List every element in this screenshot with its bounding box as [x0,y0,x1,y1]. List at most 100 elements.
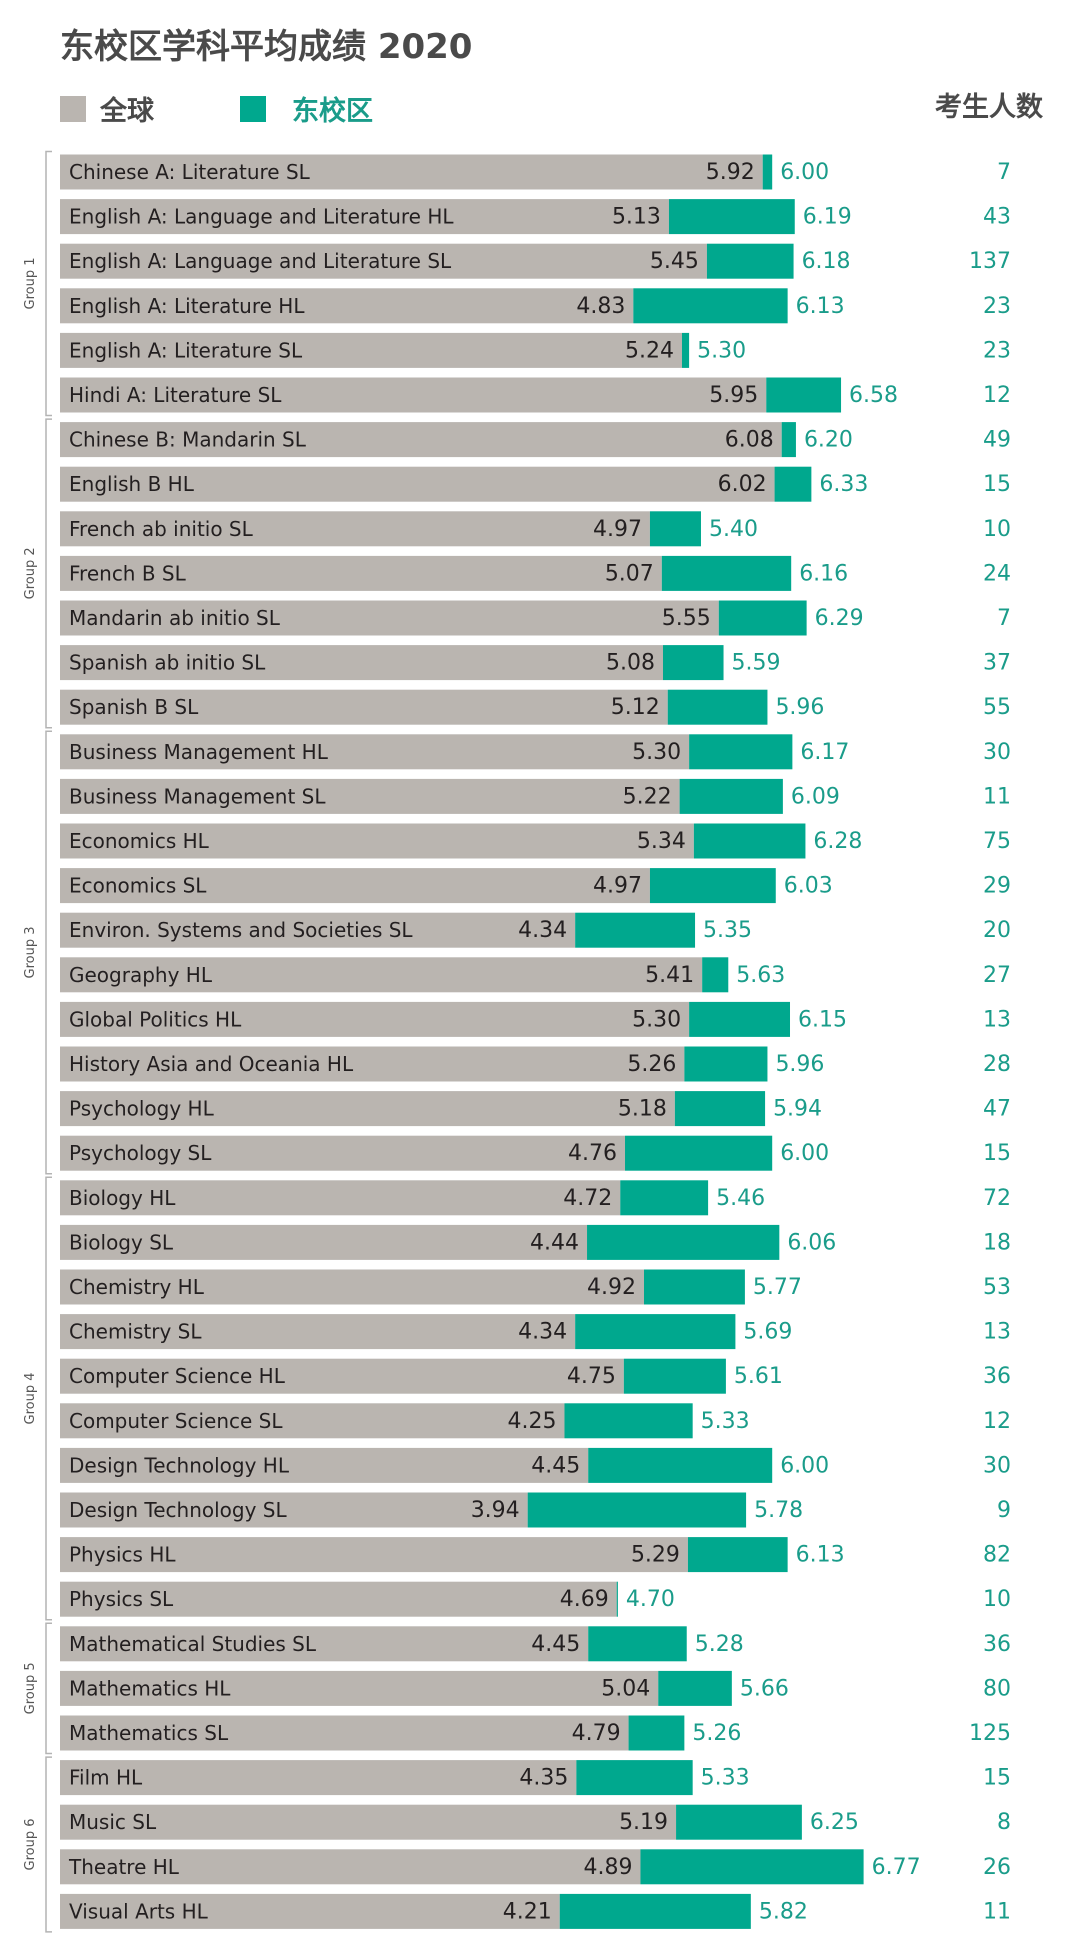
bar-global [60,1581,617,1617]
subject-label: Design Technology HL [69,1453,290,1477]
bar-global [60,1269,645,1305]
global-value-label: 4.79 [572,1721,621,1746]
subject-label: Environ. Systems and Societies SL [69,918,413,942]
subject-label: Mandarin ab initio SL [69,606,281,630]
group-bracket [45,1176,52,1621]
global-value-label: 5.07 [605,561,654,586]
count-label: 10 [983,517,1011,542]
campus-value-label: 5.28 [695,1632,744,1657]
group-bracket [45,730,52,1175]
subject-label: English A: Language and Literature HL [69,205,454,229]
bar-campus [681,332,690,368]
count-label: 53 [983,1275,1011,1300]
global-value-label: 5.24 [625,338,674,363]
campus-value-label: 5.40 [709,517,758,542]
bar-global [60,422,782,458]
subject-label: Design Technology SL [69,1498,287,1522]
campus-value-label: 6.19 [803,205,852,230]
bar-campus [527,1492,747,1528]
campus-value-label: 6.15 [798,1007,847,1032]
campus-value-label: 6.06 [787,1230,836,1255]
global-value-label: 6.02 [718,472,767,497]
global-value-label: 4.76 [568,1141,617,1166]
bar-campus [706,243,794,279]
subject-row: Economics HL 5.34 6.28 75 [60,823,1011,859]
group-bracket [45,1756,52,1933]
bar-global [60,1046,685,1082]
subject-row: Music SL 5.19 6.25 8 [60,1804,1011,1840]
count-label: 75 [983,829,1011,854]
bar-campus [762,154,773,190]
global-value-label: 4.97 [593,517,642,542]
bar-campus [633,288,788,324]
global-value-label: 5.22 [623,784,672,809]
subject-label: Hindi A: Literature SL [69,383,282,407]
subject-label: Biology HL [69,1186,176,1210]
subject-row: Global Politics HL 5.30 6.15 13 [60,1001,1011,1037]
global-value-label: 5.30 [632,1007,681,1032]
global-value-label: 3.94 [471,1498,520,1523]
subject-label: Spanish B SL [69,695,199,719]
subject-row: Business Management HL 5.30 6.17 30 [60,734,1011,770]
count-label: 36 [983,1632,1011,1657]
count-label: 55 [983,695,1011,720]
subject-row: French B SL 5.07 6.16 24 [60,555,1011,591]
subject-label: Chinese A: Literature SL [69,160,311,184]
bar-campus [644,1269,745,1305]
subject-row: Visual Arts HL 4.21 5.82 11 [60,1893,1011,1929]
bar-campus [588,1626,687,1662]
campus-value-label: 5.77 [753,1275,802,1300]
subject-row: English A: Literature SL 5.24 5.30 23 [60,332,1011,368]
subject-label: Physics HL [69,1543,176,1567]
global-value-label: 5.04 [601,1676,650,1701]
count-label: 11 [983,784,1011,809]
count-label: 30 [983,1453,1011,1478]
campus-value-label: 6.03 [784,874,833,899]
count-label: 137 [969,249,1011,274]
bar-campus [718,600,807,636]
subject-row: Film HL 4.35 5.33 15 [60,1760,1011,1796]
count-label: 72 [983,1186,1011,1211]
subject-label: Economics SL [69,874,207,898]
campus-value-label: 5.96 [775,695,824,720]
subject-row: Mathematics HL 5.04 5.66 80 [60,1670,1011,1706]
subject-label: Spanish ab initio SL [69,651,266,675]
bar-campus [689,734,793,770]
bar-global [60,1180,621,1216]
campus-value-label: 6.58 [849,383,898,408]
subject-row: Physics SL 4.69 4.70 10 [60,1581,1011,1617]
global-value-label: 4.72 [563,1186,612,1211]
campus-value-label: 5.30 [697,338,746,363]
subject-row: English A: Literature HL 4.83 6.13 23 [60,288,1011,324]
bar-global [60,823,694,859]
bar-campus [588,1447,773,1483]
campus-value-label: 6.13 [796,294,845,319]
count-label: 11 [983,1899,1011,1924]
bar-campus [687,1537,788,1573]
count-label: 125 [969,1721,1011,1746]
bar-global [60,511,650,547]
subject-row: Business Management SL 5.22 6.09 11 [60,778,1011,814]
group-label: Group 5 [23,1662,38,1714]
group-label: Group 4 [23,1373,38,1425]
bar-global [60,1492,528,1528]
subject-label: Biology SL [69,1230,174,1254]
subject-row: Design Technology HL 4.45 6.00 30 [60,1447,1011,1483]
count-label: 7 [997,160,1011,185]
campus-value-label: 6.00 [780,160,829,185]
bar-campus [679,778,783,814]
campus-value-label: 5.61 [734,1364,783,1389]
count-label: 36 [983,1364,1011,1389]
bar-campus [625,1135,773,1171]
bar-campus [575,1314,736,1350]
count-label: 47 [983,1097,1011,1122]
bar-campus [616,1581,618,1617]
subject-row: Computer Science HL 4.75 5.61 36 [60,1358,1011,1394]
bar-campus [774,466,812,502]
subject-label: Film HL [69,1766,143,1790]
global-value-label: 4.21 [503,1899,552,1924]
campus-value-label: 6.33 [819,472,868,497]
subject-row: Psychology HL 5.18 5.94 47 [60,1091,1011,1127]
count-label: 18 [983,1230,1011,1255]
campus-value-label: 6.77 [872,1855,921,1880]
